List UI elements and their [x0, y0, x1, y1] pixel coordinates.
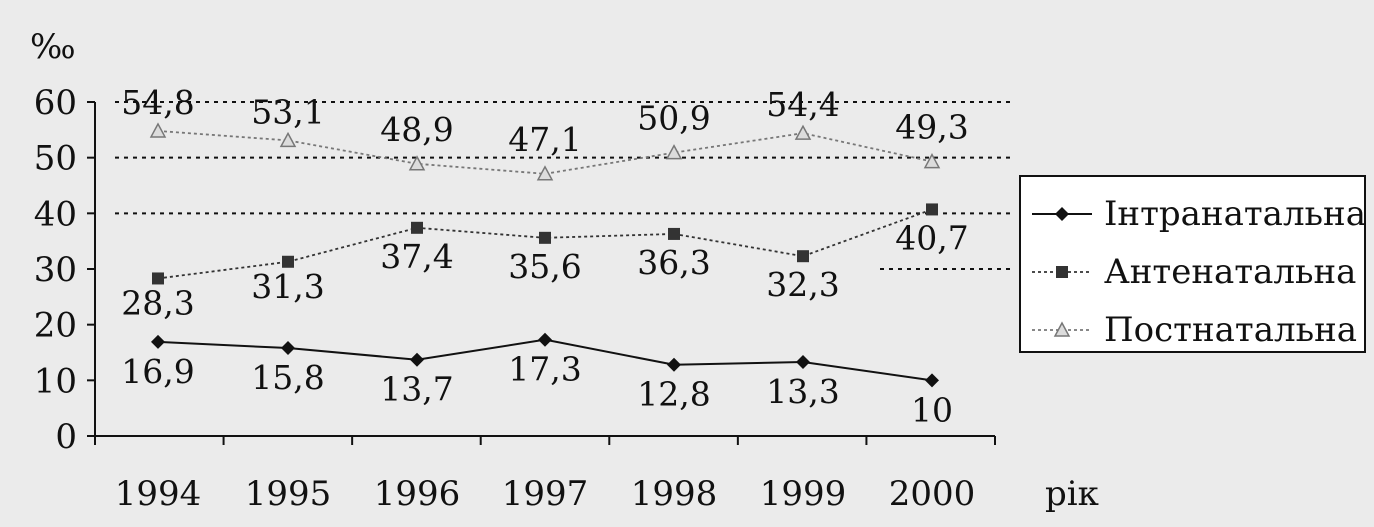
- data-point: [536, 165, 554, 181]
- data-point: [925, 373, 939, 388]
- y-tick-label: 0: [55, 417, 77, 457]
- data-point: [152, 272, 164, 285]
- data-point: [668, 227, 680, 240]
- data-label: 32,3: [766, 265, 839, 304]
- y-tick-label: 50: [34, 139, 77, 179]
- legend-label: Антенатальна: [1104, 252, 1356, 292]
- legend-marker: [1053, 321, 1071, 337]
- data-label: 54,8: [121, 83, 194, 122]
- legend-label: Постнатальна: [1104, 310, 1357, 350]
- x-tick-label: 1994: [115, 474, 202, 514]
- series-group: 16,9 15,8 13,7 17,3 12,8 13,3 10 28,3 31,3 37,4 35…: [121, 83, 968, 429]
- data-label: 40,7: [895, 218, 968, 257]
- y-tick-label: 20: [34, 306, 77, 346]
- data-label: 47,1: [508, 120, 581, 159]
- data-point: [797, 250, 809, 263]
- y-tick-label: 60: [34, 83, 77, 123]
- x-axis-label: рік: [1045, 474, 1099, 514]
- data-point: [411, 221, 423, 234]
- data-point: [665, 144, 683, 160]
- y-tick-label: 30: [34, 250, 77, 290]
- x-tick-label: 1996: [374, 474, 461, 514]
- data-point: [539, 231, 551, 244]
- data-label: 15,8: [251, 358, 324, 397]
- series-3: 54,8 53,1 48,9 47,1 50,9 54,4 49,3: [121, 83, 969, 181]
- data-label: 49,3: [895, 108, 968, 147]
- data-label: 36,3: [637, 243, 710, 282]
- legend-marker: [1056, 266, 1068, 278]
- data-label: 16,9: [121, 352, 194, 391]
- legend-entry: Інтранатальна: [1032, 194, 1366, 234]
- data-point: [794, 124, 812, 140]
- data-point: [538, 332, 552, 347]
- legend-marker: [1055, 207, 1069, 221]
- data-label: 28,3: [121, 283, 194, 322]
- data-label: 10: [911, 390, 953, 429]
- data-point: [281, 341, 295, 356]
- data-point: [279, 131, 297, 148]
- data-label: 17,3: [508, 350, 581, 389]
- grid: [115, 101, 1010, 270]
- series-2: 28,3 31,3 37,4 35,6 36,3 32,3 40,7: [121, 203, 969, 322]
- data-label: 50,9: [637, 99, 710, 138]
- data-point: [926, 203, 938, 216]
- y-axis-unit-label: ‰: [30, 27, 76, 67]
- data-label: 31,3: [251, 267, 324, 306]
- data-label: 35,6: [508, 247, 581, 286]
- x-tick-label: 1995: [245, 474, 332, 514]
- data-label: 13,3: [766, 372, 839, 411]
- legend: Інтранатальна Антенатальна Постнатальна: [1032, 194, 1366, 350]
- series-1: 16,9 15,8 13,7 17,3 12,8 13,3 10: [121, 332, 953, 429]
- x-tick-label: 2000: [889, 474, 976, 514]
- x-tick-label: 1997: [502, 474, 589, 514]
- y-tick-label: 40: [34, 194, 77, 234]
- data-point: [923, 152, 941, 169]
- legend-entry: Постнатальна: [1032, 310, 1357, 350]
- data-label: 12,8: [637, 375, 710, 414]
- data-point: [151, 334, 165, 349]
- data-label: 13,7: [380, 370, 453, 409]
- y-tick-label: 10: [34, 361, 77, 401]
- x-tick-label: 1999: [760, 474, 847, 514]
- data-label: 53,1: [251, 92, 324, 131]
- axes: 0 10 20 30 40 50 60 1994 1995 1996 1997 1998 1999 200…: [34, 83, 996, 514]
- data-point: [410, 352, 424, 367]
- legend-label: Інтранатальна: [1104, 194, 1366, 234]
- data-label: 54,4: [766, 85, 839, 124]
- data-point: [149, 122, 167, 138]
- legend-entry: Антенатальна: [1032, 252, 1356, 292]
- data-point: [282, 255, 294, 268]
- data-label: 37,4: [380, 237, 453, 276]
- data-label: 48,9: [380, 110, 453, 149]
- legend-box: [1019, 175, 1366, 353]
- x-tick-label: 1998: [631, 474, 718, 514]
- data-point: [796, 354, 810, 369]
- data-point: [667, 357, 681, 372]
- data-point: [408, 155, 426, 171]
